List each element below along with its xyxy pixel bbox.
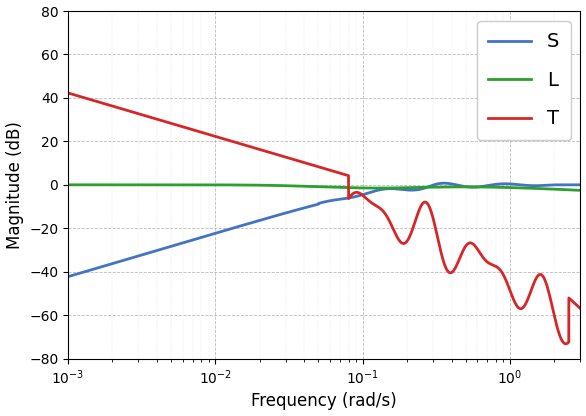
S — [441, 181, 448, 186]
Line: T: T — [68, 93, 581, 344]
S — [64, 274, 71, 279]
L — [398, 185, 405, 190]
L — [64, 182, 71, 187]
L — [577, 188, 584, 193]
S — [398, 187, 405, 192]
Line: S: S — [68, 183, 581, 277]
L — [260, 183, 267, 188]
L — [372, 186, 379, 191]
L — [158, 182, 165, 187]
L — [447, 184, 454, 189]
S — [372, 188, 379, 193]
L — [486, 185, 493, 190]
T — [398, 240, 405, 245]
S — [486, 183, 493, 188]
X-axis label: Frequency (rad/s): Frequency (rad/s) — [251, 392, 397, 411]
S — [158, 247, 165, 252]
Legend: S, L, T: S, L, T — [476, 21, 571, 140]
T — [372, 203, 379, 208]
T — [64, 91, 71, 96]
T — [577, 306, 584, 311]
Line: L: L — [68, 185, 581, 191]
T — [447, 270, 454, 275]
S — [447, 181, 454, 186]
T — [260, 148, 267, 153]
S — [260, 217, 267, 222]
T — [486, 261, 493, 266]
S — [577, 182, 584, 187]
T — [158, 118, 165, 123]
T — [563, 341, 570, 346]
Y-axis label: Magnitude (dB): Magnitude (dB) — [5, 121, 23, 249]
